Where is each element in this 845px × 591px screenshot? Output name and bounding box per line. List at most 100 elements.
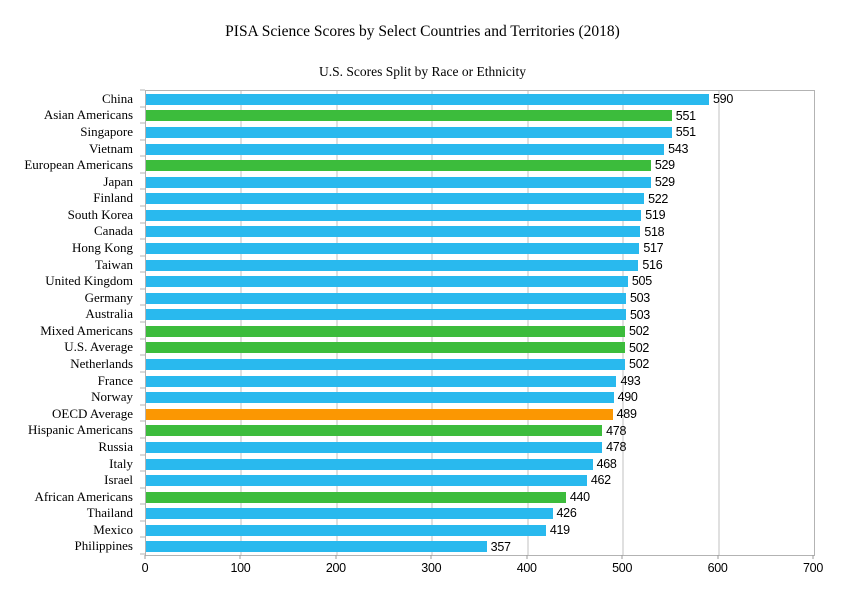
value-label: 468 [596, 456, 617, 471]
bar-china [146, 93, 710, 105]
gridline [718, 91, 720, 555]
category-label: African Americans [34, 488, 133, 504]
category-label: Finland [93, 190, 133, 206]
value-label: 462 [590, 473, 611, 488]
y-tick-mark [140, 404, 145, 406]
category-label: Asian Americans [43, 107, 133, 123]
category-label: France [97, 372, 133, 388]
value-label: 502 [629, 324, 650, 339]
category-label: Mexico [93, 521, 133, 537]
category-label: Singapore [80, 123, 133, 139]
y-tick-mark [140, 205, 145, 207]
value-label: 426 [556, 506, 577, 521]
y-tick-mark [140, 271, 145, 273]
category-label: Vietnam [89, 140, 133, 156]
y-tick-mark [140, 420, 145, 422]
bar-mexico [146, 524, 546, 536]
bar-italy [146, 458, 593, 470]
bar-african-americans [146, 491, 566, 503]
category-label: U.S. Average [64, 339, 133, 355]
x-tick-mark [430, 555, 432, 559]
x-tick-label: 600 [707, 561, 728, 575]
bar-row: 516 [146, 257, 814, 274]
bar-netherlands [146, 359, 626, 371]
bar-norway [146, 392, 614, 404]
y-axis-ticks [140, 89, 145, 555]
value-label: 478 [606, 440, 627, 455]
bar-row: 543 [146, 141, 814, 158]
x-tick-label: 300 [421, 561, 442, 575]
x-tick-mark [239, 555, 241, 559]
value-label: 543 [668, 141, 689, 156]
value-label: 517 [643, 241, 664, 256]
bar-row: 493 [146, 373, 814, 390]
y-axis-labels: China Asian Americans Singapore Vietnam Euro… [0, 90, 139, 554]
value-label: 478 [606, 423, 627, 438]
category-label: Thailand [86, 505, 133, 521]
y-tick-mark [140, 536, 145, 538]
value-label: 519 [645, 208, 666, 223]
bar-australia [146, 309, 626, 321]
bar-european-americans [146, 160, 651, 172]
bar-row: 419 [146, 522, 814, 539]
bar-row: 502 [146, 356, 814, 373]
category-label: Japan [103, 173, 133, 189]
bar-row: 551 [146, 108, 814, 125]
bar-south-korea [146, 209, 642, 221]
category-label: Australia [85, 306, 133, 322]
gridline [431, 91, 433, 555]
bar-row: 489 [146, 406, 814, 423]
value-label: 490 [617, 390, 638, 405]
bar-vietnam [146, 143, 665, 155]
chart-subtitle: U.S. Scores Split by Race or Ethnicity [319, 64, 526, 79]
value-label: 489 [616, 407, 637, 422]
x-tick-label: 100 [230, 561, 251, 575]
bar-row: 529 [146, 157, 814, 174]
category-label: South Korea [67, 206, 133, 222]
x-tick-label: 700 [803, 561, 823, 575]
x-tick-mark [526, 555, 528, 559]
gridlines [146, 91, 814, 555]
category-label: European Americans [24, 157, 133, 173]
bar-taiwan [146, 259, 639, 271]
value-label: 551 [675, 125, 696, 140]
value-label: 516 [642, 257, 663, 272]
x-tick-label: 0 [141, 561, 149, 575]
bar-canada [146, 226, 641, 238]
value-label: 518 [644, 224, 665, 239]
bar-row: 503 [146, 307, 814, 324]
category-label: China [101, 90, 133, 106]
category-label: Norway [91, 389, 133, 405]
plot-area: 590 551 551 543 529 529 522 519 518 517 516 505 503 5… [145, 90, 815, 556]
y-tick-mark [140, 188, 145, 190]
value-label: 503 [630, 307, 650, 322]
bar-israel [146, 475, 587, 487]
value-label: 522 [648, 191, 669, 206]
bar-united-kingdom [146, 276, 628, 288]
bar-row: 462 [146, 472, 814, 489]
x-tick-mark [144, 555, 146, 559]
bar-finland [146, 193, 645, 205]
y-tick-mark [140, 454, 145, 456]
y-tick-mark [140, 520, 145, 522]
bar-row: 590 [146, 91, 814, 108]
category-label: Netherlands [70, 356, 133, 372]
category-label: Germany [84, 289, 133, 305]
value-label: 440 [569, 489, 590, 504]
bar-row: 529 [146, 174, 814, 191]
y-tick-mark [140, 304, 145, 306]
category-label: Hispanic Americans [27, 422, 133, 438]
bar-row: 519 [146, 207, 814, 224]
y-tick-mark [140, 503, 145, 505]
y-tick-mark [140, 387, 145, 389]
category-label: OECD Average [52, 405, 133, 421]
bar-germany [146, 292, 626, 304]
y-tick-mark [140, 222, 145, 224]
bar-row: 517 [146, 240, 814, 257]
bar-row: 505 [146, 273, 814, 290]
gridline [527, 91, 529, 555]
bar-hispanic-americans [146, 425, 603, 437]
gridline [622, 91, 624, 555]
value-label: 529 [654, 158, 675, 173]
bar-u-s-average [146, 342, 626, 354]
